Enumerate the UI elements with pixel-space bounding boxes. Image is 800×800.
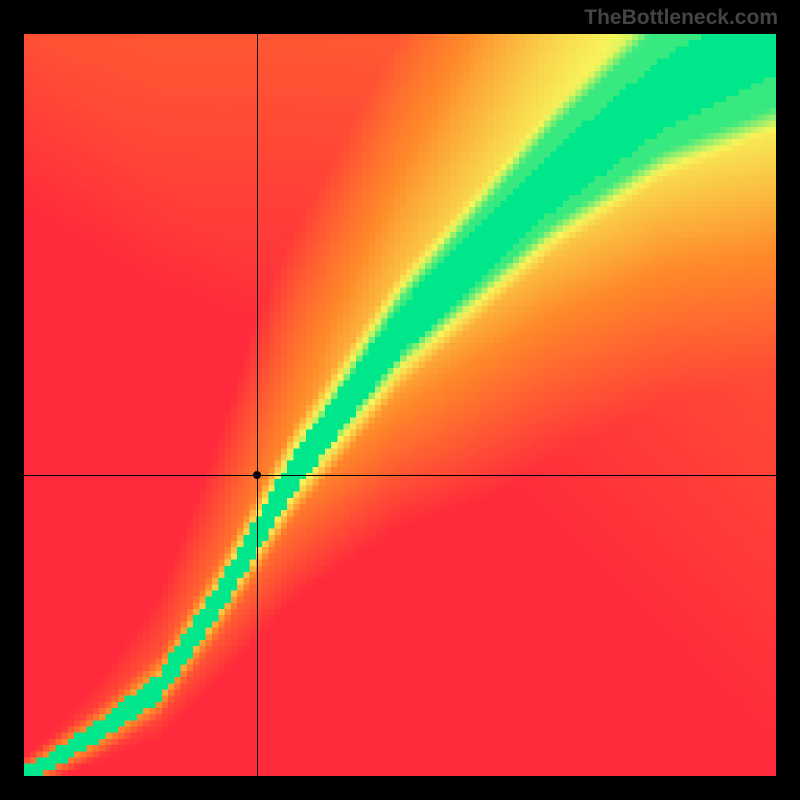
heatmap-canvas <box>24 34 776 776</box>
heatmap-plot <box>24 34 776 776</box>
crosshair-vertical <box>257 34 258 776</box>
crosshair-marker <box>253 471 261 479</box>
crosshair-horizontal <box>24 475 776 476</box>
watermark-text: TheBottleneck.com <box>584 6 778 30</box>
figure-root: TheBottleneck.com <box>0 0 800 800</box>
